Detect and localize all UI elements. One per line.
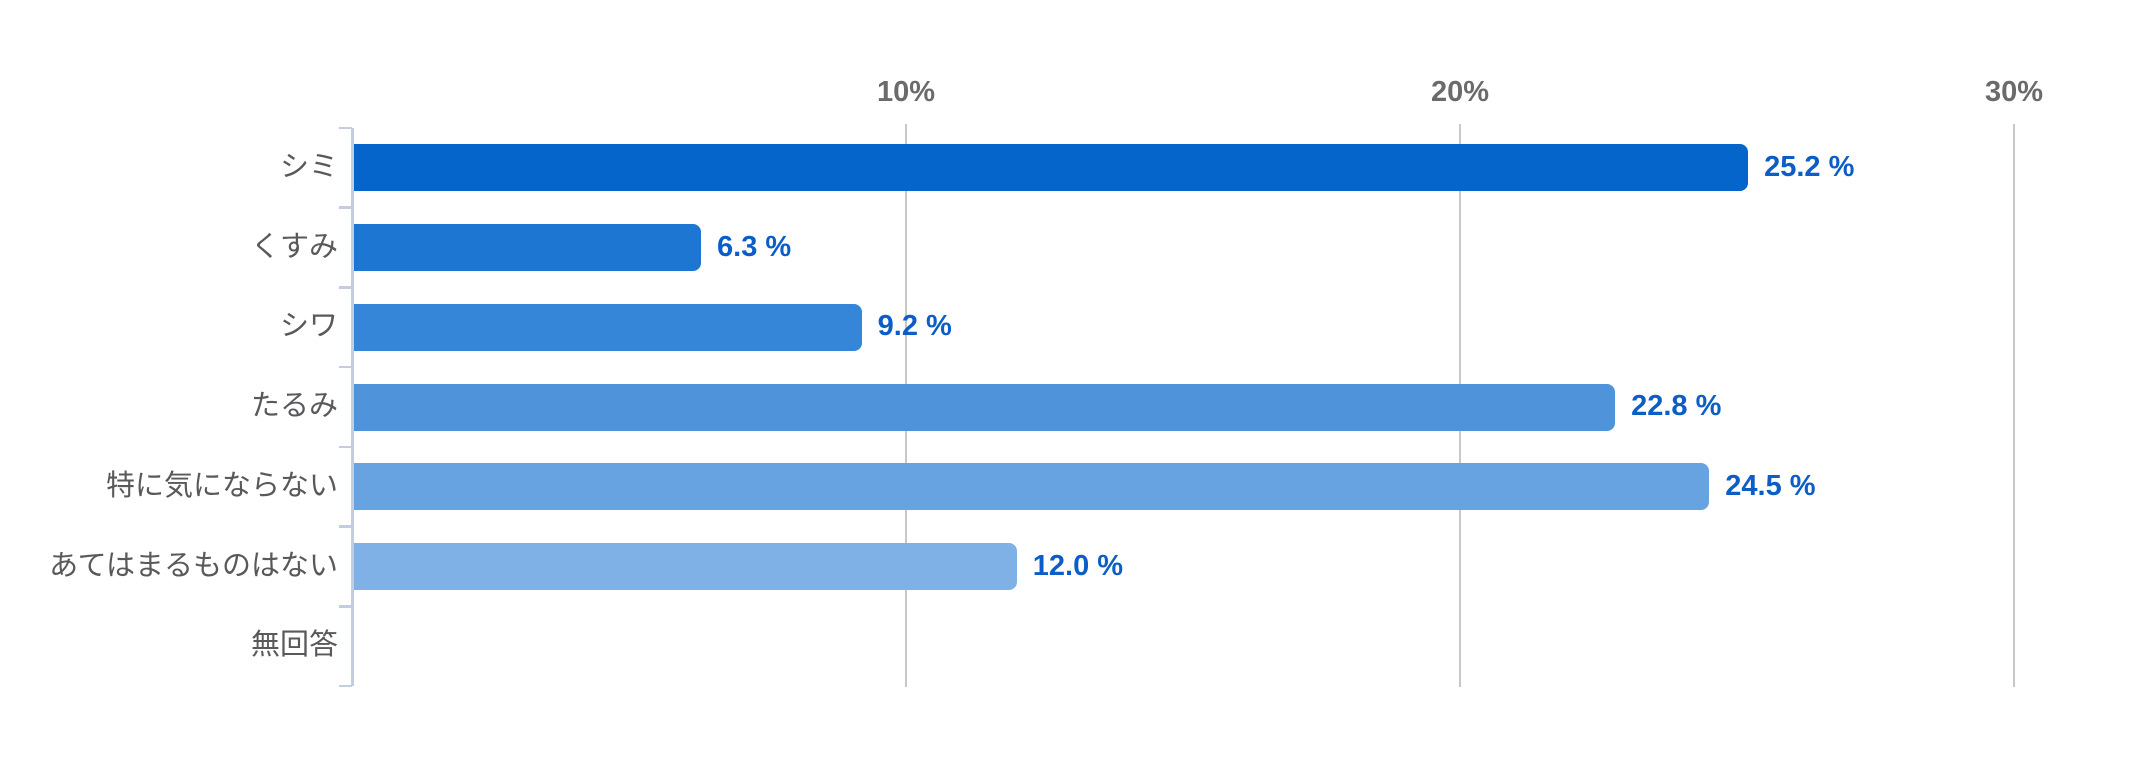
category-label: あてはまるものはない [49,549,338,582]
value-label: 22.8 % [1631,390,1722,423]
y-axis-tick [339,605,352,608]
y-axis-tick [339,684,352,688]
value-label: 24.5 % [1725,469,1816,502]
x-axis-tick-label: 10% [876,76,936,108]
value-label: 25.2 % [1764,151,1855,183]
category-label: たるみ [250,390,338,423]
category-label: 特に気にならない [105,469,338,502]
value-label: 9.2 % [877,310,952,343]
bar [354,542,1017,590]
x-axis-tick-label: 20% [1430,76,1490,108]
x-axis-tick-label: 30% [1984,76,2044,108]
bar [354,224,702,272]
y-axis-tick [339,365,352,369]
category-label: シミ [279,151,338,183]
category-label: くすみ [250,230,338,263]
y-axis-tick [339,286,352,289]
y-axis-line [351,128,354,686]
gridline [2013,124,2015,687]
bar [354,303,862,351]
y-axis-tick [339,525,352,528]
bar [354,144,1749,192]
category-label: シワ [279,310,338,343]
y-axis-tick [339,126,352,130]
value-label: 6.3 % [717,230,792,263]
bar [354,463,1710,511]
y-axis-tick [339,445,352,449]
y-axis-tick [339,206,352,209]
bar [354,383,1616,431]
value-label: 12.0 % [1032,549,1124,582]
category-label: 無回答 [250,629,338,662]
